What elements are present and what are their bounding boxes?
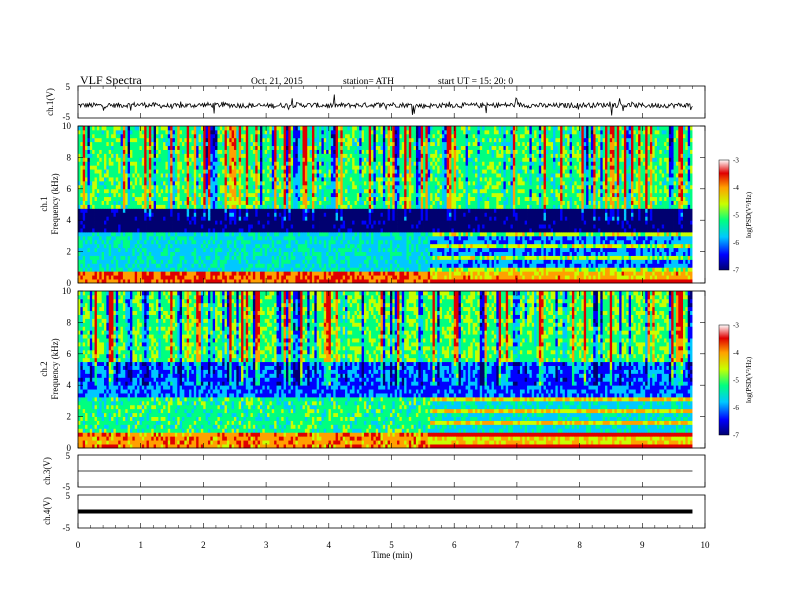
colorbar-tick-label: -6 xyxy=(733,404,739,412)
frequency-tick-label: 8 xyxy=(67,317,72,327)
frequency-tick-label: 4 xyxy=(67,380,72,390)
colorbar-tick-label: -7 xyxy=(733,267,739,275)
ch2-colorbar-label: log(PSD(V²/Hz) xyxy=(745,356,753,403)
ch2-frequency-ylabel: Frequency (kHz) xyxy=(50,338,60,399)
frequency-tick-label: 2 xyxy=(67,412,72,422)
ch1-channel-label: ch.1 xyxy=(39,196,49,211)
colorbar-tick-label: -5 xyxy=(733,377,739,385)
ch4-waveform-panel: 5 -5 ch.4(V) xyxy=(42,491,705,533)
figure-title: VLF Spectra xyxy=(80,73,142,87)
frequency-tick-label: 2 xyxy=(67,247,72,257)
colorbar-tick-label: -3 xyxy=(733,157,739,165)
ch1-colorbar xyxy=(719,160,729,270)
ch1-waveform-panel: 5 -5 ch.1(V) xyxy=(45,82,705,122)
time-tick-label: 0 xyxy=(76,540,81,550)
ch1-colorbar-label: log(PSD(V²/Hz) xyxy=(745,191,753,238)
time-tick-label: 10 xyxy=(701,540,711,550)
ch1-ytick-top: 5 xyxy=(66,82,71,92)
ch2-spectrogram-image xyxy=(78,291,705,448)
time-tick-label: 9 xyxy=(640,540,645,550)
time-tick-label: 3 xyxy=(264,540,269,550)
colorbar-tick-label: -6 xyxy=(733,239,739,247)
ch4-ytick-top: 5 xyxy=(66,491,71,501)
frequency-tick-label: 10 xyxy=(62,286,72,296)
frequency-tick-label: 6 xyxy=(67,184,72,194)
colorbar-tick-label: -4 xyxy=(733,349,739,357)
start-time-label: start UT = 15: 20: 0 xyxy=(438,77,513,87)
time-axis-label: Time (min) xyxy=(372,550,413,560)
time-tick-label: 1 xyxy=(138,540,143,550)
ch4-ytick-bottom: -5 xyxy=(63,523,71,533)
colorbar-tick-label: -4 xyxy=(733,184,739,192)
ch1-waveform-trace xyxy=(78,95,693,116)
time-tick-label: 5 xyxy=(389,540,394,550)
frequency-tick-label: 4 xyxy=(67,215,72,225)
ch2-channel-label: ch.2 xyxy=(39,361,49,376)
ch3-waveform-panel: 5 -5 ch.3(V) xyxy=(42,451,705,492)
time-tick-label: 6 xyxy=(452,540,457,550)
ch2-colorbar xyxy=(719,325,729,435)
frequency-tick-label: 10 xyxy=(62,121,72,131)
colorbar-tick-label: -3 xyxy=(733,322,739,330)
frequency-tick-label: 8 xyxy=(67,152,72,162)
time-tick-label: 8 xyxy=(577,540,582,550)
colorbar-tick-label: -5 xyxy=(733,212,739,220)
ch1-frequency-ylabel: Frequency (kHz) xyxy=(50,173,60,234)
time-tick-label: 7 xyxy=(515,540,520,550)
ch3-waveform-ylabel: ch.3(V) xyxy=(42,457,52,485)
time-tick-label: 2 xyxy=(201,540,206,550)
station-label: station= ATH xyxy=(343,77,394,87)
time-tick-label: 4 xyxy=(327,540,332,550)
ch1-waveform-ylabel: ch.1(V) xyxy=(45,88,55,116)
colorbar-tick-label: -7 xyxy=(733,432,739,440)
frequency-tick-label: 6 xyxy=(67,349,72,359)
ch3-ytick-top: 5 xyxy=(66,451,71,461)
date-label: Oct. 21, 2015 xyxy=(251,77,303,87)
ch4-waveform-ylabel: ch.4(V) xyxy=(42,497,52,525)
ch1-spectrogram-image xyxy=(78,126,705,283)
